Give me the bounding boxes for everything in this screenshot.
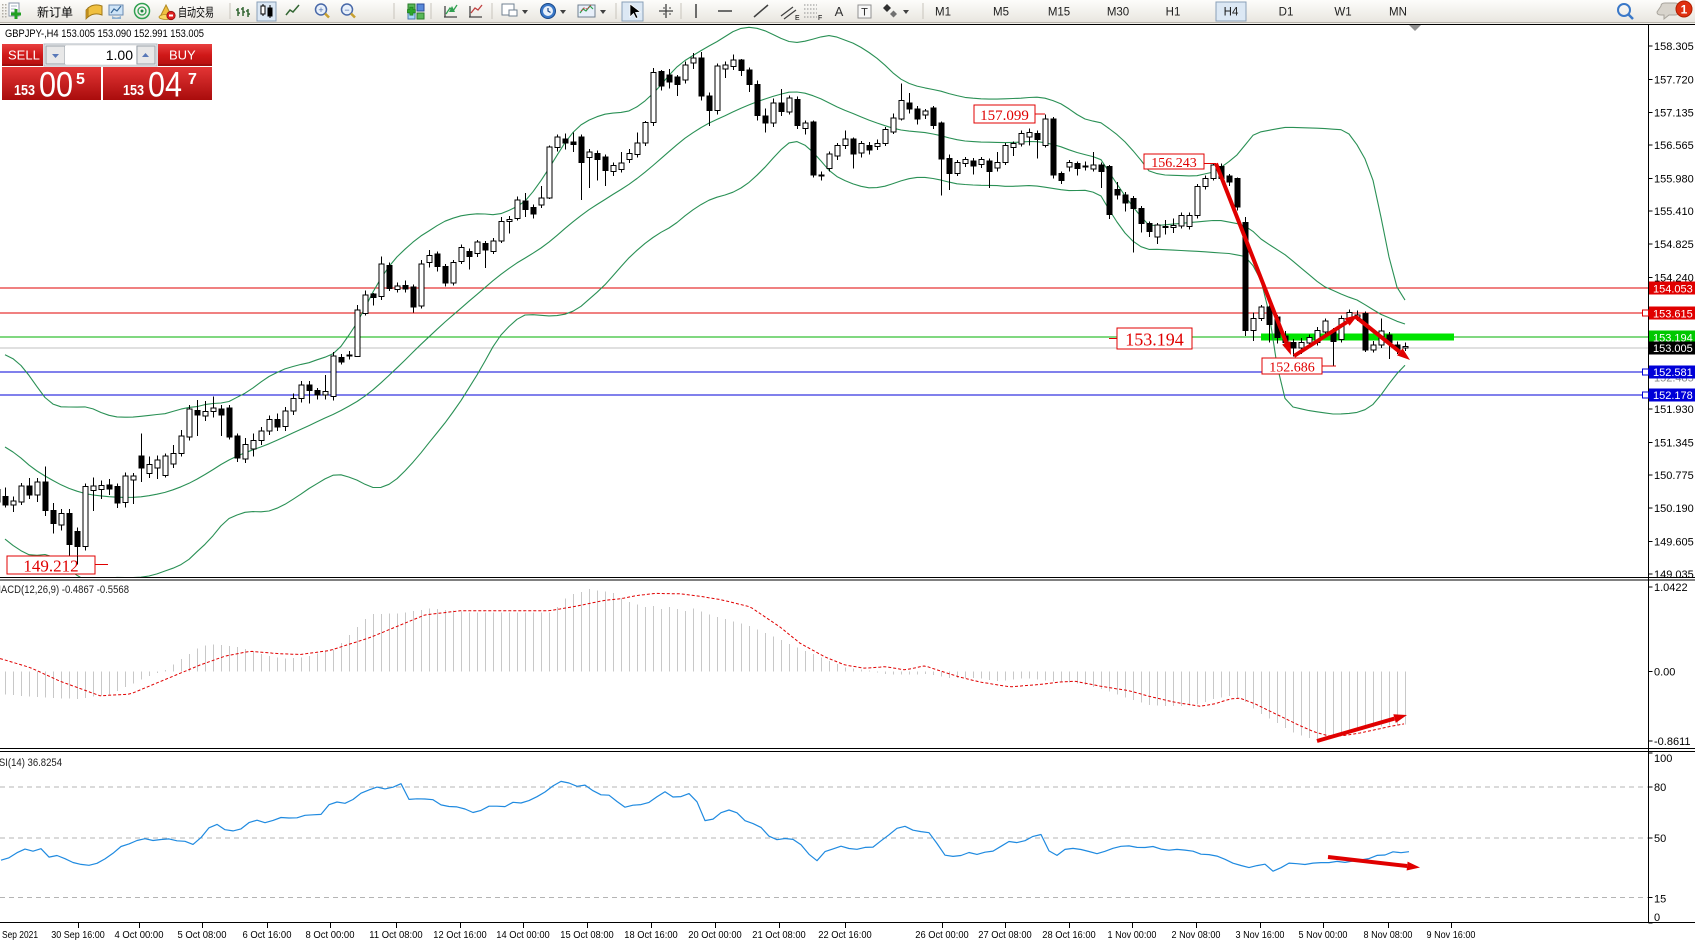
svg-text:153.194: 153.194 xyxy=(1125,329,1184,349)
svg-text:22 Oct 16:00: 22 Oct 16:00 xyxy=(818,930,872,941)
svg-text:149.605: 149.605 xyxy=(1654,537,1694,549)
svg-text:154.240: 154.240 xyxy=(1654,273,1694,285)
svg-text:自动交易: 自动交易 xyxy=(178,5,214,20)
svg-text:152.178: 152.178 xyxy=(1653,390,1693,402)
svg-text:−: − xyxy=(344,5,349,15)
svg-text:100: 100 xyxy=(1654,753,1672,765)
svg-text:154.825: 154.825 xyxy=(1654,239,1694,251)
svg-text:28 Oct 16:00: 28 Oct 16:00 xyxy=(1042,930,1096,941)
svg-text:7: 7 xyxy=(188,71,197,88)
svg-text:158.305: 158.305 xyxy=(1654,41,1694,53)
svg-text:Sep 2021: Sep 2021 xyxy=(2,930,38,941)
svg-text:0: 0 xyxy=(1654,912,1660,924)
svg-text:M30: M30 xyxy=(1107,7,1129,19)
svg-text:MN: MN xyxy=(1389,7,1407,19)
svg-text:H4: H4 xyxy=(1224,7,1239,19)
svg-text:149.212: 149.212 xyxy=(23,557,78,576)
svg-text:150.775: 150.775 xyxy=(1654,470,1694,482)
svg-text:5 Nov 00:00: 5 Nov 00:00 xyxy=(1299,930,1348,941)
svg-text:1: 1 xyxy=(1681,3,1688,17)
svg-text:9 Nov 16:00: 9 Nov 16:00 xyxy=(1427,930,1476,941)
svg-text:149.035: 149.035 xyxy=(1654,569,1694,581)
svg-text:F: F xyxy=(818,15,822,22)
svg-text:14 Oct 00:00: 14 Oct 00:00 xyxy=(496,930,550,941)
svg-text:E: E xyxy=(795,15,800,22)
svg-text:-0.8611: -0.8611 xyxy=(1654,736,1691,748)
svg-text:W1: W1 xyxy=(1334,7,1351,19)
svg-text:BUY: BUY xyxy=(169,48,196,63)
svg-text:153.194: 153.194 xyxy=(1653,332,1693,344)
svg-text:26 Oct 00:00: 26 Oct 00:00 xyxy=(915,930,969,941)
svg-text:6 Oct 16:00: 6 Oct 16:00 xyxy=(243,930,292,941)
svg-text:12 Oct 16:00: 12 Oct 16:00 xyxy=(433,930,487,941)
svg-text:0.00: 0.00 xyxy=(1654,667,1675,679)
svg-text:156.243: 156.243 xyxy=(1151,156,1197,171)
svg-text:8 Nov 08:00: 8 Nov 08:00 xyxy=(1364,930,1413,941)
svg-text:155.980: 155.980 xyxy=(1654,173,1694,185)
svg-text:00: 00 xyxy=(39,66,73,105)
svg-text:15 Oct 08:00: 15 Oct 08:00 xyxy=(560,930,614,941)
svg-text:M5: M5 xyxy=(993,7,1009,19)
svg-text:30 Sep 16:00: 30 Sep 16:00 xyxy=(51,930,105,941)
svg-text:154.053: 154.053 xyxy=(1653,283,1693,295)
svg-text:157.099: 157.099 xyxy=(980,108,1029,124)
svg-text:150.190: 150.190 xyxy=(1654,503,1694,515)
svg-text:SELL: SELL xyxy=(8,48,40,63)
svg-text:157.720: 157.720 xyxy=(1654,74,1694,86)
svg-text:152.581: 152.581 xyxy=(1653,367,1693,379)
svg-text:2 Nov 08:00: 2 Nov 08:00 xyxy=(1172,930,1221,941)
svg-text:153.615: 153.615 xyxy=(1653,308,1693,320)
svg-text:4 Oct 00:00: 4 Oct 00:00 xyxy=(115,930,164,941)
svg-text:11 Oct 08:00: 11 Oct 08:00 xyxy=(369,930,423,941)
svg-text:5 Oct 08:00: 5 Oct 08:00 xyxy=(178,930,227,941)
svg-text:15: 15 xyxy=(1654,894,1666,906)
svg-text:1.0422: 1.0422 xyxy=(1654,582,1688,594)
svg-text:3 Nov 16:00: 3 Nov 16:00 xyxy=(1236,930,1285,941)
svg-text:MACD(12,26,9) -0.4867 -0.5568: MACD(12,26,9) -0.4867 -0.5568 xyxy=(0,584,129,596)
svg-text:1.00: 1.00 xyxy=(106,47,133,63)
svg-text:152.686: 152.686 xyxy=(1269,361,1315,376)
svg-text:新订单: 新订单 xyxy=(37,5,73,20)
svg-text:M1: M1 xyxy=(935,7,951,19)
svg-text:GBPJPY-,H4 153.005 153.090 15: GBPJPY-,H4 153.005 153.090 152.991 153.0… xyxy=(5,28,204,40)
svg-text:RSI(14) 36.8254: RSI(14) 36.8254 xyxy=(0,757,62,769)
svg-text:1 Nov 00:00: 1 Nov 00:00 xyxy=(1108,930,1157,941)
svg-text:151.930: 151.930 xyxy=(1654,404,1694,416)
svg-text:M15: M15 xyxy=(1048,7,1070,19)
svg-text:+: + xyxy=(318,5,323,15)
svg-text:A: A xyxy=(835,4,844,19)
svg-text:H1: H1 xyxy=(1166,7,1181,19)
svg-text:T: T xyxy=(861,7,868,19)
svg-text:153: 153 xyxy=(123,82,144,99)
svg-text:04: 04 xyxy=(148,66,182,105)
svg-text:155.410: 155.410 xyxy=(1654,206,1694,218)
svg-text:157.135: 157.135 xyxy=(1654,108,1694,120)
svg-text:5: 5 xyxy=(76,71,85,88)
svg-text:156.565: 156.565 xyxy=(1654,140,1694,152)
svg-text:21 Oct 08:00: 21 Oct 08:00 xyxy=(752,930,806,941)
svg-text:20 Oct 00:00: 20 Oct 00:00 xyxy=(688,930,742,941)
svg-text:153: 153 xyxy=(14,82,35,99)
svg-text:80: 80 xyxy=(1654,782,1666,794)
svg-text:18 Oct 16:00: 18 Oct 16:00 xyxy=(624,930,678,941)
svg-text:153.005: 153.005 xyxy=(1653,343,1693,355)
svg-text:151.345: 151.345 xyxy=(1654,437,1694,449)
svg-text:D1: D1 xyxy=(1279,7,1294,19)
svg-text:27 Oct 08:00: 27 Oct 08:00 xyxy=(978,930,1032,941)
svg-text:8 Oct 00:00: 8 Oct 00:00 xyxy=(306,930,355,941)
svg-text:50: 50 xyxy=(1654,833,1666,845)
